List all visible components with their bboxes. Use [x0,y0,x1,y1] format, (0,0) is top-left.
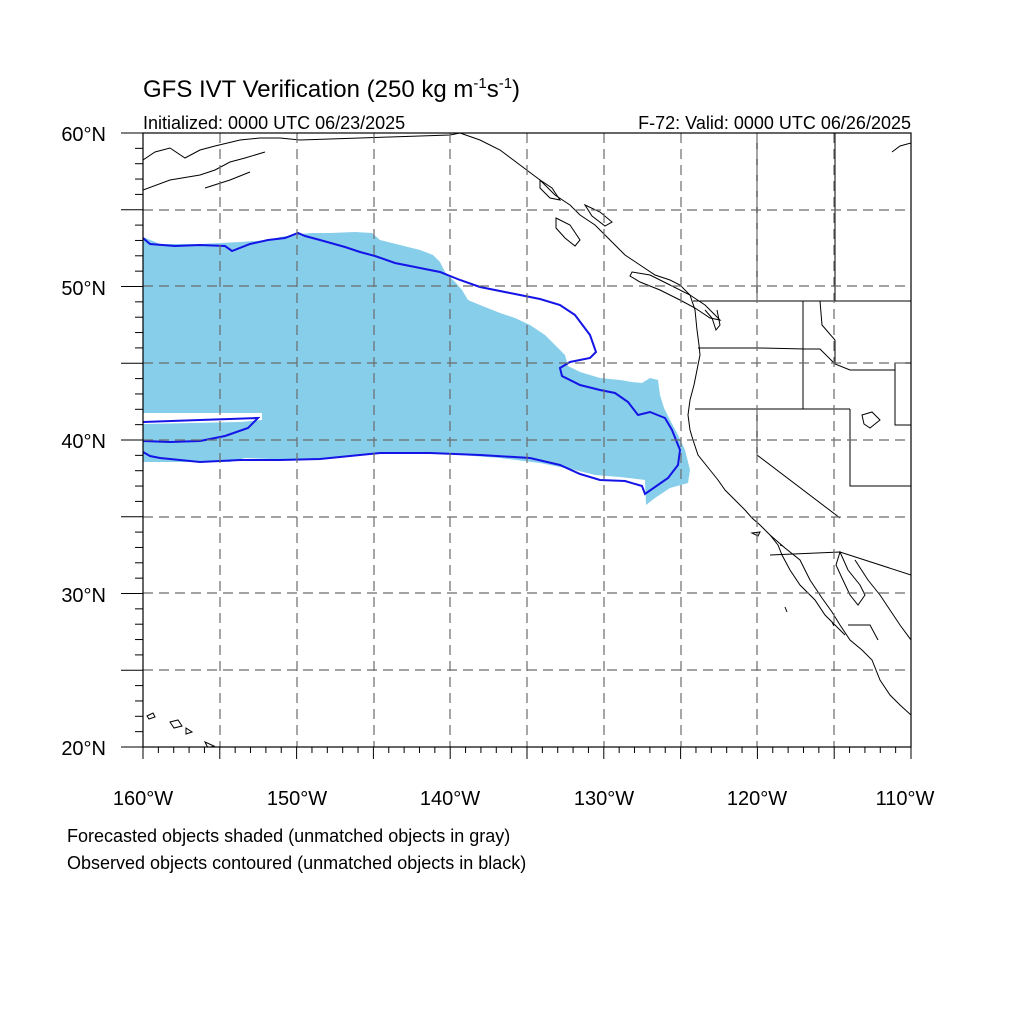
lon-label-120w: 120°W [727,788,787,810]
valid-time-label: F-72: Valid: 0000 UTC 06/26/2025 [638,113,911,133]
footnote-observed: Observed objects contoured (unmatched ob… [67,853,526,873]
map-title: GFS IVT Verification (250 kg m-1s-1) [143,75,520,103]
footnote-forecast: Forecasted objects shaded (unmatched obj… [67,826,510,846]
lat-label-50: 50°N [61,278,106,300]
gridlines [143,133,911,747]
lon-label-110w: 110°W [876,788,935,810]
lon-label-150w: 150°W [267,788,327,810]
lon-label-130w: 130°W [574,788,634,810]
political-borders [693,133,911,576]
lat-label-30: 30°N [61,585,106,607]
coastlines [143,133,911,747]
axis-ticks [121,132,912,759]
lat-label-60: 60°N [61,124,106,146]
lat-label-20: 20°N [61,738,106,760]
lon-label-160w: 160°W [113,788,173,810]
map-plot-area [143,133,911,747]
lat-label-40: 40°N [61,431,106,453]
observed-ivt-contour [143,231,682,496]
forecast-ivt-object [143,232,690,505]
init-time-label: Initialized: 0000 UTC 06/23/2025 [143,113,405,133]
lon-label-140w: 140°W [420,788,480,810]
